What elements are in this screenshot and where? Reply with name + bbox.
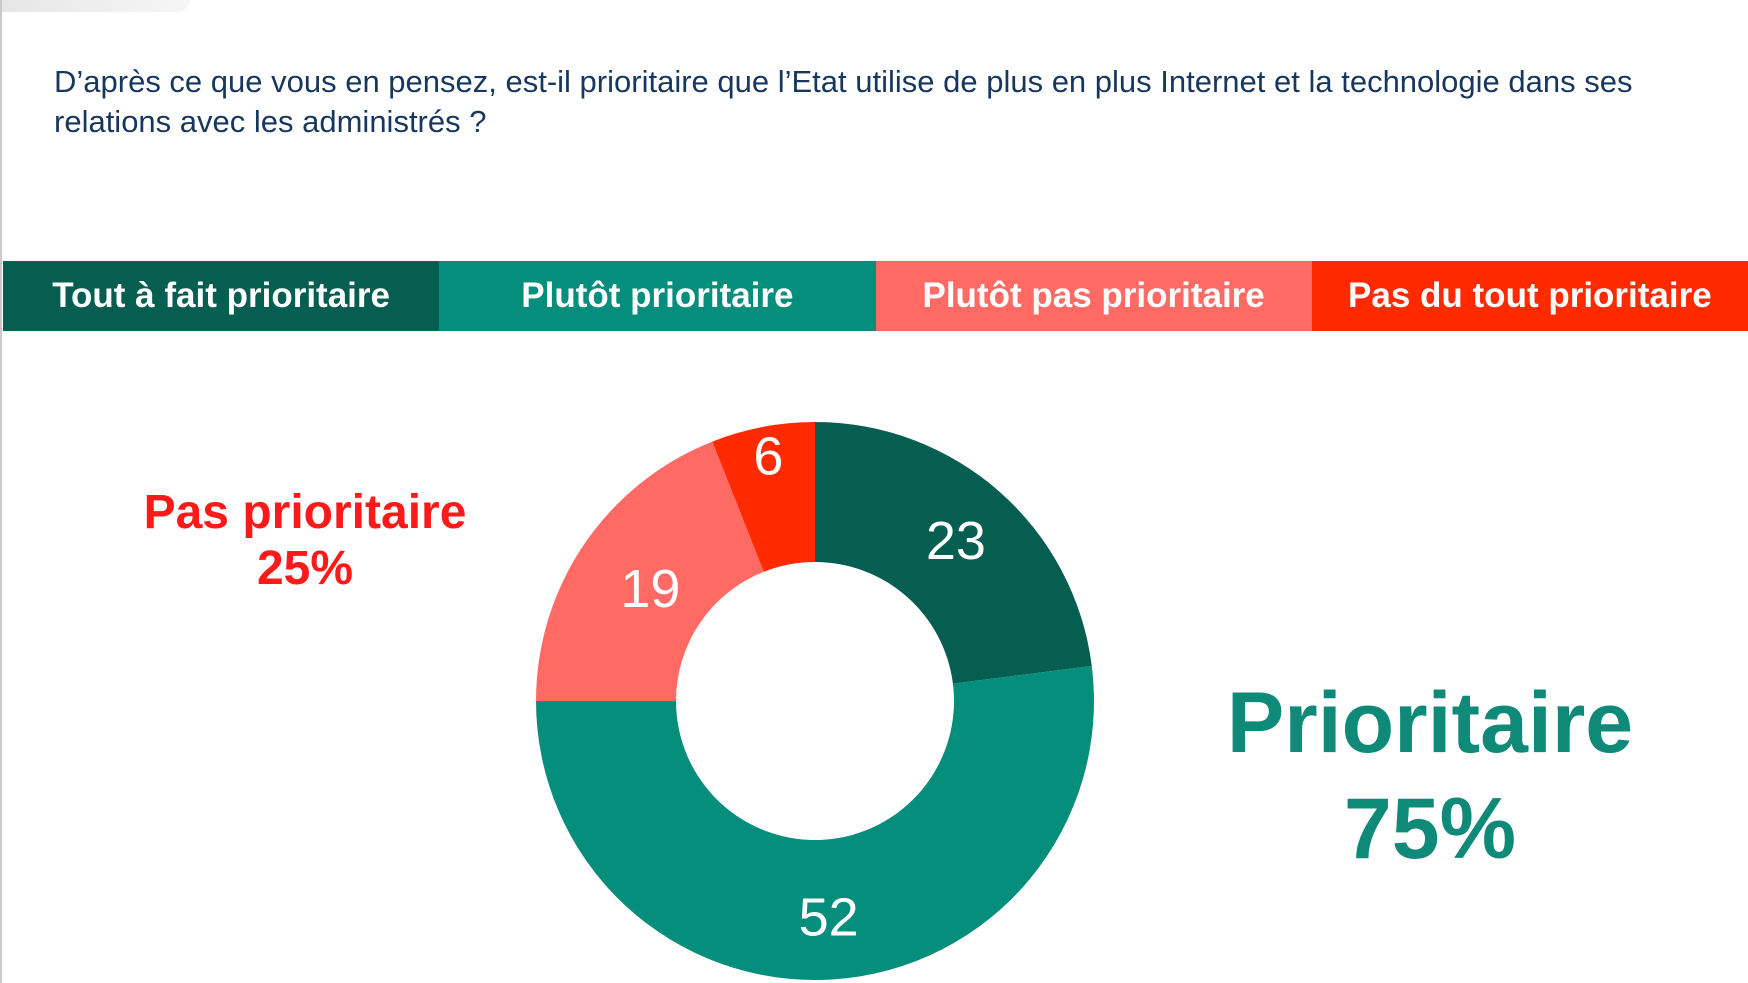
legend-item-plutot: Plutôt prioritaire	[439, 261, 876, 331]
legend-bar: Tout à fait prioritaire Plutôt prioritai…	[3, 261, 1748, 331]
summary-negative: Pas prioritaire 25%	[100, 485, 510, 597]
left-rule	[0, 0, 2, 983]
legend-item-pas-du-tout: Pas du tout prioritaire	[1311, 261, 1748, 331]
donut-data-label-2: 19	[620, 559, 680, 619]
donut-slice-1	[536, 666, 1094, 980]
legend-item-plutot-pas: Plutôt pas prioritaire	[875, 261, 1312, 331]
summary-positive-label: Prioritaire	[1226, 675, 1634, 771]
legend-label: Plutôt pas prioritaire	[922, 276, 1265, 315]
donut-data-label-3: 6	[753, 426, 783, 486]
legend-label: Pas du tout prioritaire	[1348, 276, 1712, 315]
donut-slice-0	[815, 422, 1092, 684]
donut-data-label-1: 52	[799, 888, 859, 948]
summary-positive-value: 75%	[1343, 781, 1517, 877]
donut-data-label-0: 23	[926, 511, 986, 571]
summary-positive: Prioritaire 75%	[1170, 670, 1690, 882]
top-shade	[0, 0, 190, 12]
summary-negative-value: 25%	[256, 542, 354, 595]
legend-label: Tout à fait prioritaire	[52, 276, 390, 315]
legend-label: Plutôt prioritaire	[521, 276, 794, 315]
question-text: D’après ce que vous en pensez, est-il pr…	[54, 64, 1633, 139]
legend-item-tout-a-fait: Tout à fait prioritaire	[3, 261, 440, 331]
donut-slice-2	[536, 441, 764, 701]
donut-slice-3	[712, 422, 815, 572]
summary-negative-label: Pas prioritaire	[143, 486, 467, 539]
